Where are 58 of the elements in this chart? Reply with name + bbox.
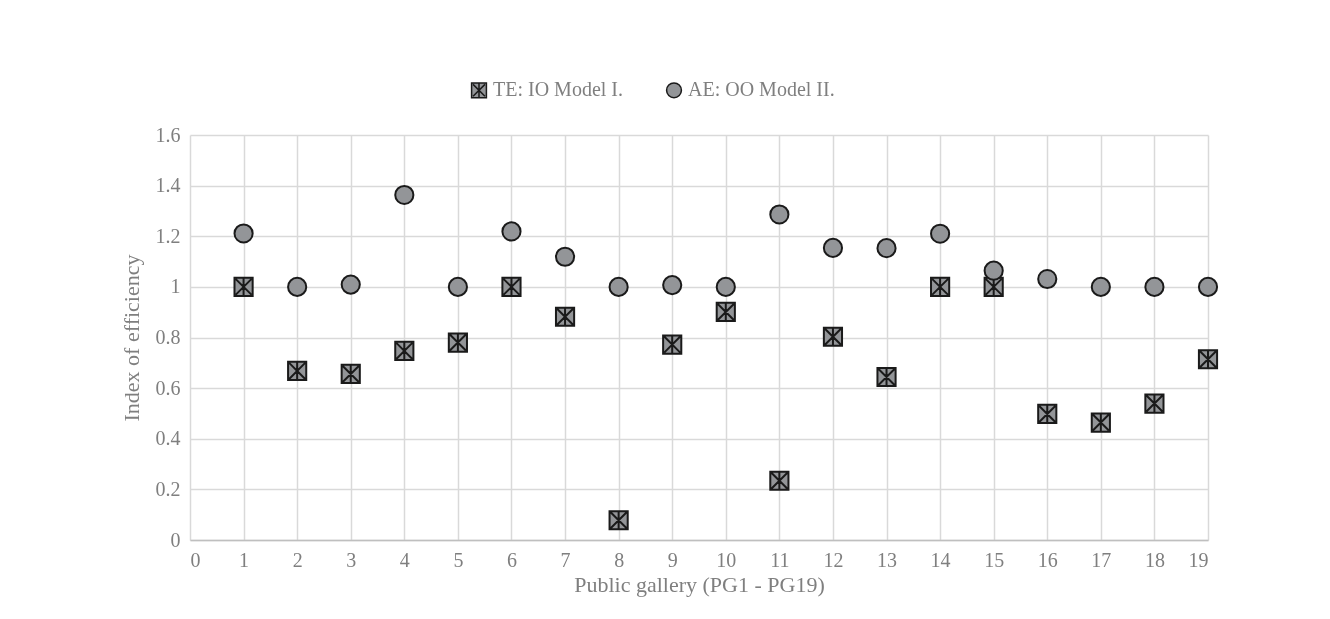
legend-label: TE: IO Model I. [493,78,623,101]
x-tick-label: 3 [346,548,357,571]
point [1037,268,1058,290]
point [554,246,576,267]
y-tick-label: 1.4 [155,174,181,197]
x-tick-label: 9 [667,548,678,571]
x-tick-label: 8 [614,548,625,571]
point [233,223,254,244]
point [769,204,790,225]
point [662,275,683,296]
point [1144,276,1165,297]
y-tick-label: 0 [170,528,181,551]
x-tick-label: 10 [716,548,737,571]
point [983,260,1004,281]
y-tick-label: 0.8 [155,326,181,348]
x-tick-label: 11 [770,548,790,571]
x-tick-label: 1 [239,548,250,571]
x-tick-label: 16 [1037,548,1058,571]
point [340,274,361,295]
x-tick-label: 18 [1144,548,1165,571]
legend-label: AE: OO Model II. [688,78,835,101]
point [715,276,736,297]
x-tick-label: 4 [399,548,410,571]
x-tick-label: 0 [190,548,201,571]
x-tick-label: 17 [1091,548,1112,571]
x-tick-label: 12 [823,548,844,571]
x-tick-label: 14 [930,548,951,571]
y-axis-title: Index of efficiency [118,254,144,422]
y-tick-label: 0.6 [155,376,181,399]
x-tick-label: 5 [453,548,464,571]
point [394,184,415,206]
point [876,238,897,259]
point [930,223,951,244]
y-tick-label: 0.4 [155,427,181,450]
x-tick-label: 6 [506,548,517,571]
y-tick-label: 1 [170,275,181,298]
point [501,276,522,297]
point [822,237,844,258]
point [447,332,468,353]
x-tick-label: 7 [560,548,571,571]
y-tick-label: 1.2 [155,224,181,247]
point [876,366,897,388]
y-tick-label: 1.6 [155,123,181,146]
point [233,276,254,297]
x-tick-label: 19 [1188,548,1209,571]
point [1090,412,1111,433]
point [608,276,629,297]
point [287,276,308,297]
x-tick-label: 15 [984,548,1005,571]
y-tick-label: 0.2 [155,477,181,500]
x-tick-label: 2 [292,548,303,571]
point [447,276,468,297]
x-axis-title: Public gallery (PG1 - PG19) [574,571,825,597]
x-tick-label: 13 [877,548,898,571]
point [1197,276,1219,297]
point [501,221,522,242]
point [1144,393,1165,414]
point [1090,276,1111,297]
